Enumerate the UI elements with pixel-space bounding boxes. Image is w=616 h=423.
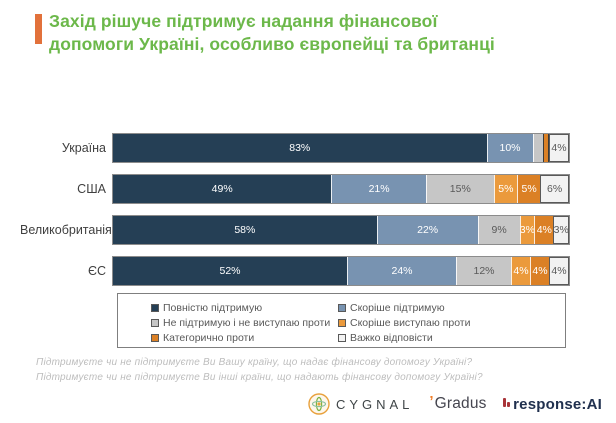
legend-label: Важко відповісти: [350, 331, 433, 344]
bar-segment: 22%: [376, 216, 478, 244]
segment-value-label: 83%: [289, 142, 311, 154]
chart-row: ЄС 52% 24% 12% 4% 4% 4%: [20, 256, 570, 286]
stacked-bar: 52% 24% 12% 4% 4% 4%: [112, 256, 570, 286]
bar-segment: 10%: [486, 134, 533, 162]
response-ai-logo-text: response:AI: [513, 395, 602, 413]
category-label: Україна: [61, 141, 106, 155]
legend-label: Скоріше підтримую: [350, 301, 445, 314]
page-title: Захід рішуче підтримує надання фінансово…: [49, 10, 495, 56]
bar-segment: 9%: [477, 216, 520, 244]
bar-segment: 24%: [347, 257, 456, 285]
segment-value-label: 21%: [368, 183, 390, 195]
bar-segment: 58%: [113, 216, 377, 244]
legend-label: Повністю підтримую: [163, 301, 263, 314]
bar-segment: 12%: [456, 257, 511, 285]
segment-value-label: 24%: [391, 265, 413, 277]
bar-segment: 49%: [113, 175, 332, 203]
legend-marker-icon: [151, 333, 159, 342]
footnote-line1: Підтримуєте чи не підтримуєте Ви Вашу кр…: [36, 357, 473, 368]
response-ai-logo: response:AI: [502, 395, 602, 413]
bar-segment: 52%: [113, 257, 347, 285]
category-label: Великобританія: [20, 223, 112, 237]
footnotes: Підтримуєте чи не підтримуєте Ви Вашу кр…: [36, 356, 483, 385]
segment-value-label: 4%: [551, 142, 567, 154]
segment-value-label: 4%: [536, 224, 552, 236]
bar-segment: 3%: [553, 216, 570, 244]
bar-segment: 21%: [331, 175, 426, 203]
cygnal-logo-icon: [308, 393, 330, 415]
bar-segment: 4%: [511, 257, 530, 285]
stacked-bar-chart: Україна 83% 10% 4% США 49% 21% 15% 5% 5% 6% Великоб…: [20, 133, 570, 297]
segment-value-label: 4%: [532, 265, 548, 277]
segment-value-label: 22%: [417, 224, 439, 236]
segment-value-label: 9%: [491, 224, 507, 236]
legend-marker-icon: [151, 318, 159, 327]
legend-marker-icon: [151, 303, 159, 312]
bar-segment: 3%: [519, 216, 535, 244]
legend: Повністю підтримую Скоріше підтримую Не пі…: [117, 293, 566, 348]
bar-segment: 5%: [493, 175, 517, 203]
legend-label: Категорично проти: [163, 331, 255, 344]
bar-segment: 6%: [540, 175, 569, 203]
legend-item: Скоріше підтримую: [338, 300, 561, 315]
title-accent-bar: [35, 14, 42, 44]
bar-segment: 4%: [530, 257, 549, 285]
chart-rows: Україна 83% 10% 4% США 49% 21% 15% 5% 5% 6% Великоб…: [20, 133, 570, 286]
stacked-bar: 58% 22% 9% 3% 4% 3%: [112, 215, 570, 245]
gradus-logo-text: Gradus: [434, 395, 487, 412]
segment-value-label: 5%: [498, 183, 514, 195]
bar-segment: 4%: [549, 134, 569, 162]
segment-value-label: 6%: [547, 183, 563, 195]
cygnal-logo: CYGNAL: [308, 393, 413, 415]
segment-value-label: 5%: [521, 183, 537, 195]
chart-row: Україна 83% 10% 4%: [20, 133, 570, 163]
legend-marker-icon: [338, 318, 346, 327]
bar-segment: [532, 134, 543, 162]
legend-label: Скоріше виступаю проти: [350, 316, 471, 329]
stacked-bar: 83% 10% 4%: [112, 133, 570, 163]
segment-value-label: 10%: [499, 142, 521, 154]
legend-item: Скоріше виступаю проти: [338, 315, 561, 330]
bar-segment: 4%: [534, 216, 554, 244]
bar-segment: [542, 134, 549, 162]
bar-segment: 5%: [516, 175, 541, 203]
category-label: ЄС: [87, 264, 106, 278]
segment-value-label: 12%: [473, 265, 495, 277]
response-ai-logo-mark-icon: [502, 397, 511, 407]
chart-row: Великобританія 58% 22% 9% 3% 4% 3%: [20, 215, 570, 245]
bar-segment: 4%: [549, 257, 569, 285]
segment-value-label: 3%: [553, 224, 569, 236]
page-title-line1: Захід рішуче підтримує надання фінансово…: [49, 11, 438, 31]
chart-row: США 49% 21% 15% 5% 5% 6%: [20, 174, 570, 204]
segment-value-label: 58%: [234, 224, 256, 236]
legend-item: Важко відповісти: [338, 330, 561, 345]
legend-label: Не підтримую і не виступаю проти: [163, 316, 331, 329]
segment-value-label: 52%: [219, 265, 241, 277]
bar-segment: 83%: [113, 134, 487, 162]
stacked-bar: 49% 21% 15% 5% 5% 6%: [112, 174, 570, 204]
legend-item: Категорично проти: [151, 330, 336, 345]
legend-grid: Повністю підтримую Скоріше підтримую Не пі…: [151, 300, 561, 345]
segment-value-label: 15%: [449, 183, 471, 195]
footnote-line2: Підтримуєте чи не підтримуєте Ви інші кр…: [36, 371, 483, 383]
title-block: Захід рішуче підтримує надання фінансово…: [35, 10, 495, 56]
page-title-line2: допомоги Україні, особливо європейці та …: [49, 34, 495, 55]
legend-item: Не підтримую і не виступаю проти: [151, 315, 336, 330]
legend-marker-icon: [338, 333, 346, 342]
legend-marker-icon: [338, 303, 346, 312]
logos-row: CYGNAL ’ Gradus response:AI: [308, 393, 602, 415]
segment-value-label: 49%: [211, 183, 233, 195]
legend-item: Повністю підтримую: [151, 300, 336, 315]
category-label: США: [77, 182, 106, 196]
segment-value-label: 3%: [519, 224, 535, 236]
bar-segment: 15%: [425, 175, 494, 203]
gradus-logo: ’ Gradus: [429, 392, 487, 413]
cygnal-logo-text: CYGNAL: [335, 396, 414, 412]
gradus-logo-mark-icon: ’: [429, 392, 434, 410]
segment-value-label: 4%: [513, 265, 529, 277]
segment-value-label: 4%: [551, 265, 567, 277]
